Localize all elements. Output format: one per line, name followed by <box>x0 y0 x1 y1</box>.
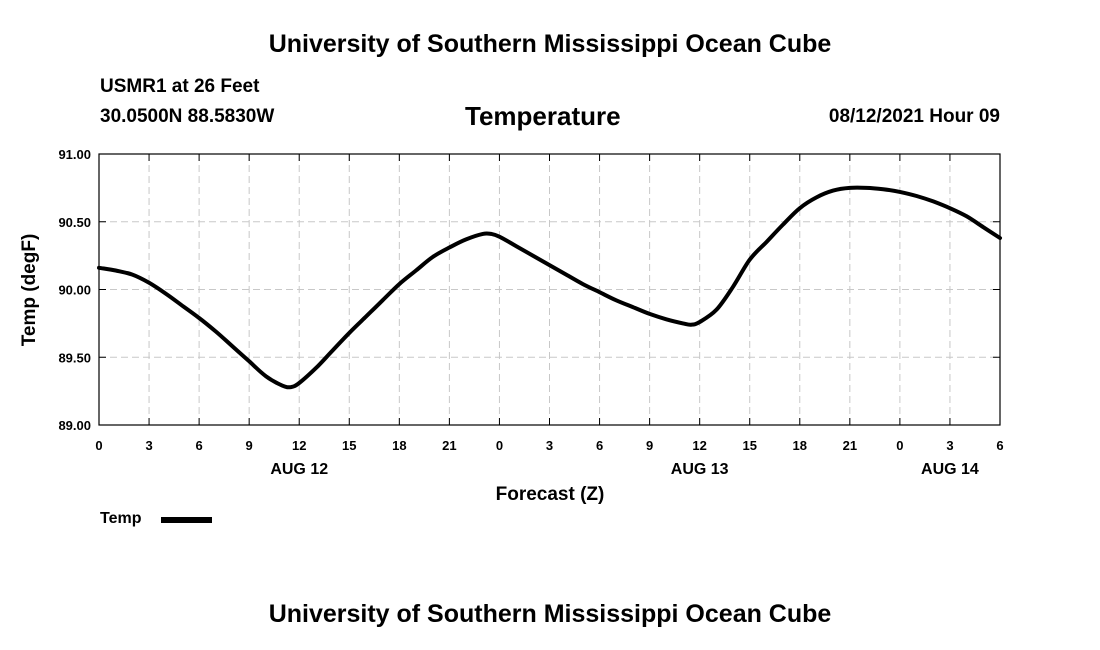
x-tick-label: 21 <box>843 438 857 453</box>
x-tick-label: 15 <box>342 438 356 453</box>
x-tick-label: 6 <box>996 438 1003 453</box>
forecast-datetime: 08/12/2021 Hour 09 <box>828 106 1000 127</box>
x-tick-label: 3 <box>145 438 152 453</box>
x-tick-label: 18 <box>392 438 406 453</box>
x-tick-label: 6 <box>195 438 202 453</box>
date-labels: AUG 12 AUG 13 AUG 14 <box>270 461 979 478</box>
axis-ticks <box>98 153 1001 426</box>
x-tick-label: 18 <box>793 438 807 453</box>
legend-label-temp: Temp <box>100 510 142 527</box>
legend-swatch-temp <box>161 517 212 523</box>
series-line-temp <box>97 185 1002 390</box>
y-tick-label: 89.50 <box>58 350 91 365</box>
coordinates-label: 30.0500N 88.5830W <box>100 106 275 127</box>
x-tick-label: 0 <box>496 438 503 453</box>
chart-title-top: University of Southern Mississippi Ocean… <box>268 30 832 58</box>
y-tick-label: 91.00 <box>58 147 91 162</box>
y-axis-label: Temp (degF) <box>19 234 40 347</box>
x-tick-label: 15 <box>742 438 756 453</box>
station-label: USMR1 at 26 Feet <box>100 76 260 97</box>
x-tick-label: 9 <box>246 438 253 453</box>
x-tick-label: 3 <box>946 438 953 453</box>
y-tick-label: 90.00 <box>58 283 91 298</box>
date-label: AUG 14 <box>921 461 979 478</box>
x-tick-label: 0 <box>896 438 903 453</box>
x-tick-label: 6 <box>596 438 603 453</box>
x-tick-label: 0 <box>95 438 102 453</box>
x-tick-label: 12 <box>692 438 706 453</box>
grid-lines <box>99 154 1000 425</box>
x-tick-label: 21 <box>442 438 456 453</box>
date-label: AUG 12 <box>270 461 328 478</box>
date-label: AUG 13 <box>671 461 729 478</box>
x-axis-label: Forecast (Z) <box>496 484 605 505</box>
y-tick-label: 90.50 <box>58 215 91 230</box>
y-tick-labels: 89.00 89.50 90.00 90.50 91.00 <box>58 147 91 433</box>
x-tick-labels: 0 3 6 9 12 15 18 21 0 3 6 9 12 15 18 21 0 3 6 <box>95 438 1003 453</box>
x-tick-label: 3 <box>546 438 553 453</box>
x-tick-label: 12 <box>292 438 306 453</box>
chart-title-bottom: University of Southern Mississippi Ocean… <box>268 600 832 628</box>
variable-title: Temperature <box>465 101 621 131</box>
x-tick-label: 9 <box>646 438 653 453</box>
y-tick-label: 89.00 <box>58 418 91 433</box>
